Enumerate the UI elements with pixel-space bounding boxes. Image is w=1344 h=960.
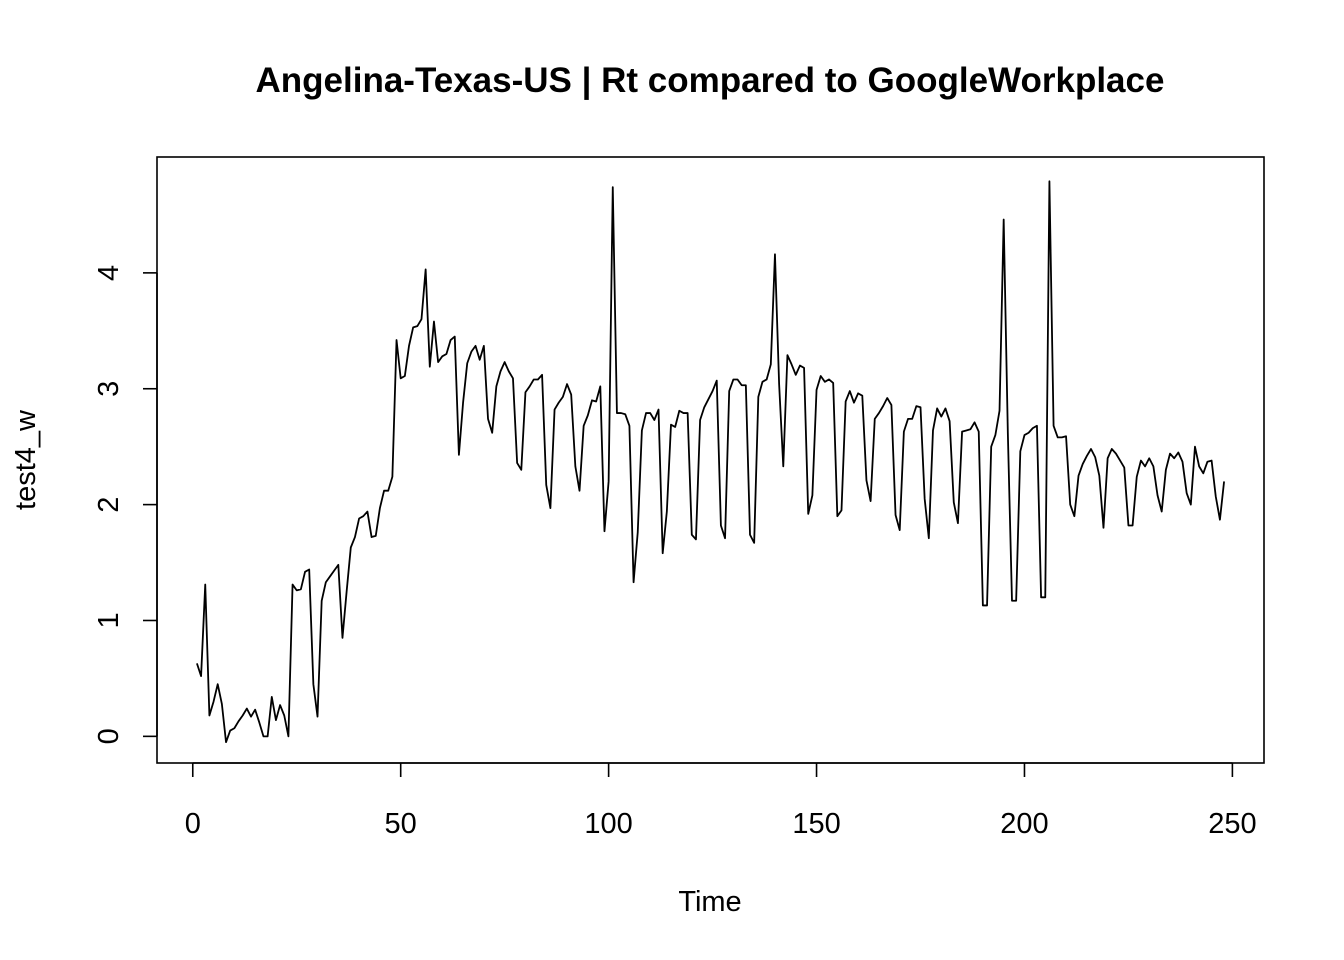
series-layer: [196, 180, 1225, 744]
x-tick-label: 150: [792, 808, 840, 840]
x-tick-label: 200: [1000, 808, 1048, 840]
plot-area-frame: [156, 156, 1265, 764]
x-axis: 0 50 100 150 200 250: [185, 762, 1257, 840]
chart-title: Angelina-Texas-US | Rt compared to Googl…: [256, 61, 1165, 100]
y-axis: 0 1 2 3 4: [93, 265, 158, 744]
y-tick-label: 4: [93, 265, 125, 281]
x-tick-label: 0: [185, 808, 201, 840]
x-axis-label: Time: [678, 886, 741, 918]
y-tick-label: 0: [93, 728, 125, 744]
y-tick-label: 1: [93, 612, 125, 628]
x-tick-label: 250: [1208, 808, 1256, 840]
x-tick-label: 100: [584, 808, 632, 840]
x-tick-label: 50: [385, 808, 417, 840]
y-tick-label: 2: [93, 497, 125, 513]
y-tick-label: 3: [93, 381, 125, 397]
y-axis-label: test4_w: [10, 409, 42, 510]
series-line: [196, 180, 1225, 744]
